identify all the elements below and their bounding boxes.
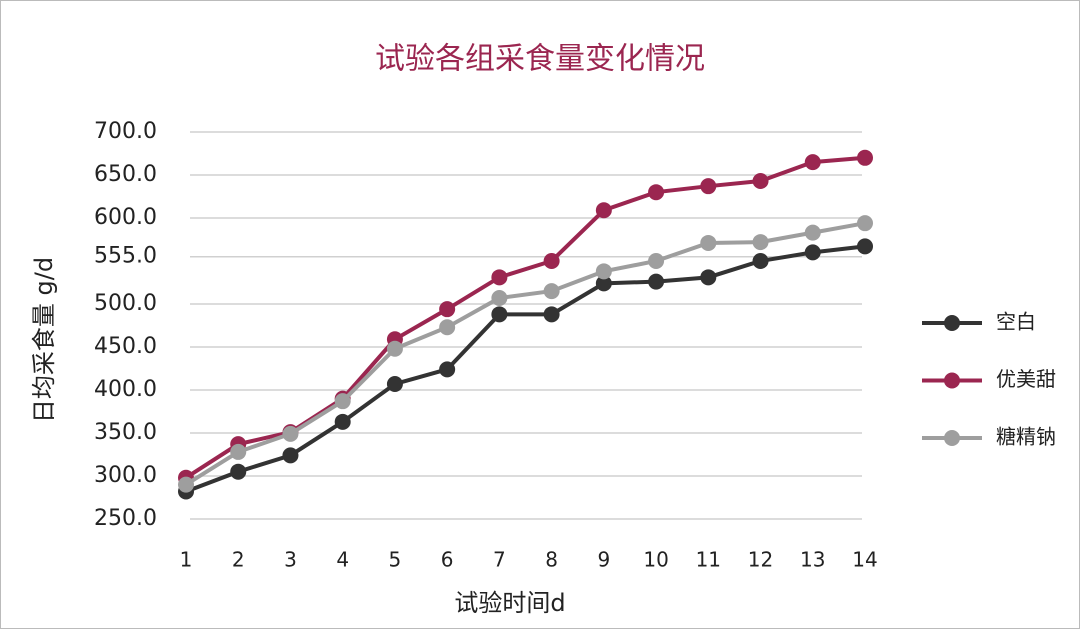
- data-point: [804, 224, 821, 241]
- legend-marker: [944, 372, 960, 389]
- data-point: [595, 275, 612, 292]
- legend-label: 优美甜: [996, 367, 1056, 391]
- x-tick-label: 6: [441, 548, 454, 572]
- data-point: [648, 253, 665, 269]
- data-point: [491, 306, 508, 323]
- data-point: [386, 375, 403, 392]
- y-tick-label: 700.0: [94, 119, 157, 144]
- data-point: [439, 361, 456, 378]
- y-tick-label: 350.0: [94, 420, 157, 445]
- data-point: [857, 238, 873, 255]
- data-point: [334, 413, 351, 430]
- y-tick-label: 555.0: [94, 244, 157, 269]
- x-tick-label: 12: [748, 548, 773, 572]
- data-point: [857, 215, 873, 232]
- data-point: [178, 476, 194, 493]
- data-point: [491, 289, 508, 306]
- x-tick-label: 10: [643, 548, 668, 572]
- data-point: [230, 463, 247, 480]
- data-point: [752, 253, 769, 269]
- data-point: [857, 149, 873, 166]
- series-line: [185, 244, 866, 494]
- y-tick-label: 450.0: [94, 334, 157, 359]
- y-tick-label: 250.0: [94, 506, 157, 531]
- x-tick-label: 5: [389, 548, 402, 572]
- legend-marker: [944, 430, 960, 446]
- x-tick-label: 1: [180, 548, 193, 572]
- y-axis-label: 日均采食量 g/d: [30, 257, 58, 423]
- data-point: [543, 306, 560, 323]
- x-tick-label: 2: [232, 548, 245, 572]
- x-tick-label: 9: [597, 548, 610, 572]
- data-point: [543, 283, 560, 300]
- legend-label: 空白: [996, 310, 1036, 334]
- data-point: [491, 269, 508, 286]
- y-tick-label: 300.0: [94, 463, 157, 488]
- data-point: [386, 340, 403, 357]
- data-point: [595, 202, 612, 219]
- x-tick-label: 7: [493, 548, 506, 572]
- data-point: [752, 173, 769, 190]
- x-tick-label: 4: [336, 548, 349, 572]
- x-axis-label: 试验时间d: [454, 589, 565, 617]
- data-point: [752, 234, 769, 251]
- data-point: [282, 447, 299, 464]
- legend-marker: [944, 315, 960, 331]
- data-point: [595, 263, 612, 280]
- data-point: [334, 393, 351, 410]
- y-tick-label: 600.0: [94, 205, 157, 230]
- data-point: [230, 443, 247, 460]
- y-tick-label: 650.0: [94, 162, 157, 187]
- chart-title: 试验各组采食量变化情况: [375, 42, 705, 77]
- data-point: [700, 269, 717, 286]
- legend-label: 糖精钠: [996, 425, 1056, 449]
- data-point: [282, 425, 299, 442]
- data-point: [700, 234, 717, 251]
- x-tick-label: 11: [696, 548, 721, 572]
- y-tick-label: 500.0: [94, 291, 157, 316]
- data-point: [700, 178, 717, 195]
- data-point: [543, 253, 560, 269]
- data-point: [439, 301, 456, 318]
- x-tick-label: 13: [800, 548, 825, 572]
- data-point: [439, 319, 456, 336]
- x-tick-label: 8: [545, 548, 558, 572]
- x-tick-label: 3: [284, 548, 297, 572]
- data-point: [804, 154, 821, 171]
- y-tick-label: 400.0: [94, 377, 157, 402]
- data-point: [648, 184, 665, 201]
- data-point: [804, 244, 821, 261]
- data-point: [648, 273, 665, 290]
- series-line: [184, 221, 866, 487]
- x-tick-label: 14: [852, 548, 877, 572]
